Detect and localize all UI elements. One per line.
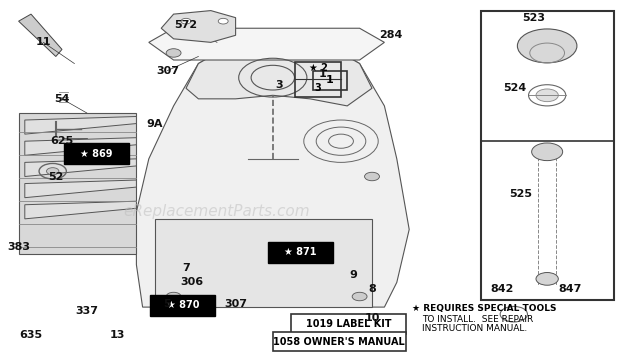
Circle shape: [218, 18, 228, 24]
Text: ★ 871: ★ 871: [285, 247, 317, 257]
Text: 13: 13: [110, 330, 125, 340]
FancyBboxPatch shape: [150, 295, 216, 316]
FancyBboxPatch shape: [19, 113, 136, 254]
Text: 11: 11: [36, 37, 51, 47]
Text: 523: 523: [521, 13, 545, 23]
Polygon shape: [186, 35, 372, 106]
Text: 625: 625: [50, 136, 74, 146]
Text: 572: 572: [174, 20, 198, 30]
Text: 284: 284: [379, 30, 402, 40]
Text: TO INSTALL.  SEE REPAIR: TO INSTALL. SEE REPAIR: [422, 315, 533, 324]
Text: 525: 525: [509, 189, 533, 199]
Text: ★ 869: ★ 869: [80, 149, 112, 158]
Polygon shape: [136, 35, 409, 307]
Text: eReplacementParts.com: eReplacementParts.com: [123, 204, 311, 219]
Circle shape: [532, 143, 563, 161]
Circle shape: [536, 89, 559, 102]
Circle shape: [181, 18, 191, 24]
Circle shape: [365, 172, 379, 181]
Text: 9: 9: [350, 270, 357, 280]
Circle shape: [536, 273, 559, 285]
Text: 524: 524: [503, 83, 526, 93]
Circle shape: [352, 292, 367, 301]
Text: 307: 307: [156, 66, 179, 76]
FancyBboxPatch shape: [268, 242, 334, 263]
Polygon shape: [25, 201, 136, 219]
Text: 1019 LABEL KIT: 1019 LABEL KIT: [306, 319, 391, 329]
Text: 842: 842: [490, 285, 514, 294]
Polygon shape: [149, 28, 384, 60]
Text: 306: 306: [180, 277, 204, 287]
Text: INSTRUCTION MANUAL.: INSTRUCTION MANUAL.: [422, 324, 527, 333]
Text: 1: 1: [326, 76, 334, 85]
Polygon shape: [19, 14, 62, 56]
Text: 8: 8: [368, 285, 376, 294]
Text: 1: 1: [319, 69, 326, 79]
Polygon shape: [161, 11, 236, 42]
Bar: [155, 219, 372, 307]
Text: 10: 10: [365, 313, 379, 323]
FancyBboxPatch shape: [273, 332, 406, 351]
Text: ★ 870: ★ 870: [167, 300, 199, 310]
Polygon shape: [25, 138, 136, 155]
FancyBboxPatch shape: [63, 143, 129, 164]
Text: 307: 307: [224, 299, 247, 309]
Circle shape: [46, 168, 59, 175]
Text: 847: 847: [559, 285, 582, 294]
Text: 1058 OWNER'S MANUAL: 1058 OWNER'S MANUAL: [273, 337, 405, 347]
Polygon shape: [25, 180, 136, 198]
FancyBboxPatch shape: [291, 314, 406, 334]
Text: 7: 7: [182, 263, 190, 273]
Text: 383: 383: [7, 242, 30, 252]
Circle shape: [166, 292, 181, 301]
Text: 52: 52: [48, 172, 63, 181]
Text: 9A: 9A: [147, 119, 163, 128]
Text: 337: 337: [75, 306, 99, 316]
Text: 3: 3: [275, 80, 283, 90]
Text: 54: 54: [55, 94, 69, 104]
Text: 635: 635: [19, 330, 43, 340]
Text: 5: 5: [164, 299, 171, 309]
Polygon shape: [25, 116, 136, 134]
Text: 3: 3: [315, 83, 321, 92]
Text: ★ 2: ★ 2: [309, 63, 327, 73]
Circle shape: [166, 49, 181, 57]
Polygon shape: [25, 159, 136, 176]
Text: ★ REQUIRES SPECIAL TOOLS: ★ REQUIRES SPECIAL TOOLS: [412, 304, 557, 313]
Circle shape: [518, 29, 577, 63]
